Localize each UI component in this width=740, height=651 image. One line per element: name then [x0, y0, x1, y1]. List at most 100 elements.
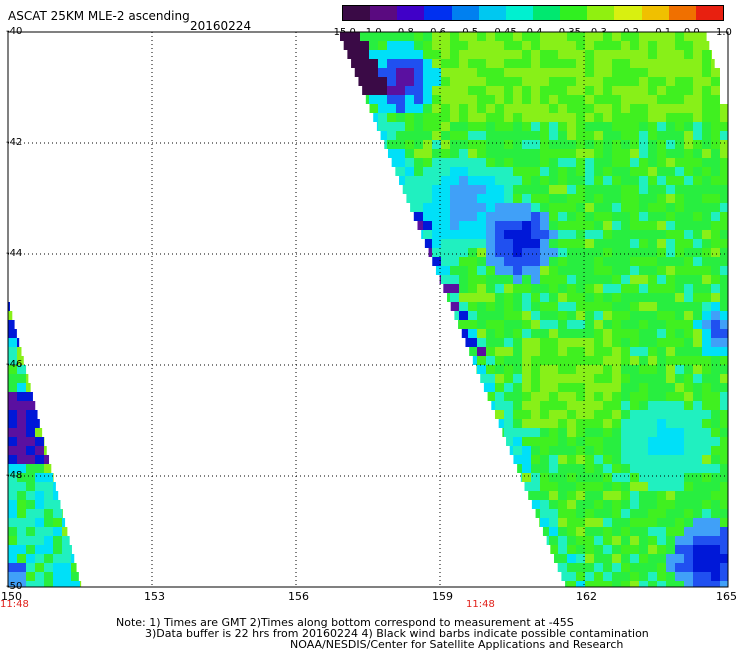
swath-pixel: [395, 167, 396, 176]
swath-pixel: [621, 95, 630, 104]
swath-pixel: [531, 149, 540, 158]
swath-pixel: [558, 221, 567, 230]
swath-pixel: [675, 446, 684, 455]
swath-pixel: [459, 131, 468, 140]
swath-pixel: [720, 347, 728, 356]
swath-pixel: [585, 500, 594, 509]
swath-pixel: [522, 104, 531, 113]
swath-pixel: [657, 131, 666, 140]
swath-pixel: [657, 347, 666, 356]
swath-pixel: [549, 491, 558, 500]
swath-pixel: [621, 50, 630, 59]
swath-pixel: [486, 311, 495, 320]
swath-pixel: [540, 302, 549, 311]
swath-pixel: [666, 581, 675, 587]
swath-pixel: [387, 59, 396, 68]
swath-pixel: [459, 122, 468, 131]
swath-pixel: [675, 509, 684, 518]
swath-pixel: [702, 77, 711, 86]
swath-pixel: [720, 131, 728, 140]
swath-pixel: [684, 203, 693, 212]
swath-pixel: [405, 86, 414, 95]
swath-pixel: [396, 104, 405, 113]
swath-pixel: [378, 86, 387, 95]
swath-pixel: [648, 572, 657, 581]
swath-pixel: [44, 473, 53, 482]
swath-pixel: [612, 482, 621, 491]
swath-pixel: [666, 284, 675, 293]
swath-pixel: [666, 77, 675, 86]
swath-pixel: [693, 500, 702, 509]
swath-pixel: [468, 311, 477, 320]
swath-pixel: [558, 41, 567, 50]
swath-pixel: [567, 518, 576, 527]
swath-pixel: [565, 581, 567, 587]
swath-pixel: [504, 410, 513, 419]
swath-pixel: [495, 140, 504, 149]
swath-pixel: [612, 167, 621, 176]
swath-pixel: [603, 572, 612, 581]
swath-pixel: [630, 203, 639, 212]
swath-pixel: [612, 572, 621, 581]
swath-pixel: [540, 41, 549, 50]
swath-pixel: [702, 383, 711, 392]
swath-pixel: [477, 257, 486, 266]
swath-pixel: [666, 275, 675, 284]
swath-pixel: [657, 275, 666, 284]
swath-pixel: [495, 356, 504, 365]
swath-pixel: [486, 68, 495, 77]
swath-pixel: [639, 329, 648, 338]
swath-pixel: [648, 239, 657, 248]
swath-pixel: [477, 59, 486, 68]
swath-pixel: [639, 419, 648, 428]
swath-pixel: [549, 437, 558, 446]
swath-pixel: [405, 149, 414, 158]
swath-pixel: [513, 392, 522, 401]
swath-pixel: [8, 500, 17, 509]
swath-pixel: [531, 437, 540, 446]
swath-pixel: [711, 122, 720, 131]
swath-pixel: [504, 131, 513, 140]
swath-pixel: [459, 320, 468, 329]
swath-pixel: [666, 212, 675, 221]
swath-pixel: [531, 122, 540, 131]
swath-pixel: [702, 482, 711, 491]
swath-pixel: [450, 149, 459, 158]
swath-pixel: [396, 95, 405, 104]
swath-pixel: [666, 347, 675, 356]
swath-pixel: [531, 140, 540, 149]
swath-pixel: [405, 50, 414, 59]
swath-pixel: [549, 356, 558, 365]
swath-pixel: [684, 59, 693, 68]
swath-pixel: [26, 545, 35, 554]
swath-pixel: [459, 59, 468, 68]
swath-pixel: [441, 140, 450, 149]
swath-pixel: [612, 401, 621, 410]
swath-pixel: [423, 50, 432, 59]
swath-pixel: [702, 536, 711, 545]
swath-pixel: [630, 563, 639, 572]
swath-pixel: [684, 464, 693, 473]
swath-pixel: [531, 275, 540, 284]
swath-pixel: [603, 401, 612, 410]
swath-pixel: [531, 338, 540, 347]
swath-pixel: [369, 59, 378, 68]
swath-pixel: [423, 185, 432, 194]
swath-pixel: [657, 104, 666, 113]
swath-pixel: [585, 32, 594, 41]
swath-pixel: [468, 50, 477, 59]
swath-pixel: [486, 356, 495, 365]
swath-pixel: [612, 257, 621, 266]
swath-pixel: [585, 41, 594, 50]
swath-pixel: [35, 527, 44, 536]
swath-pixel: [378, 122, 387, 131]
swath-pixel: [594, 113, 603, 122]
swath-pixel: [531, 320, 540, 329]
swath-pixel: [594, 410, 603, 419]
swath-pixel: [585, 401, 594, 410]
swath-pixel: [558, 545, 567, 554]
swath-pixel: [702, 302, 711, 311]
swath-pixel: [477, 194, 486, 203]
swath-pixel: [594, 401, 603, 410]
swath-pixel: [684, 284, 693, 293]
